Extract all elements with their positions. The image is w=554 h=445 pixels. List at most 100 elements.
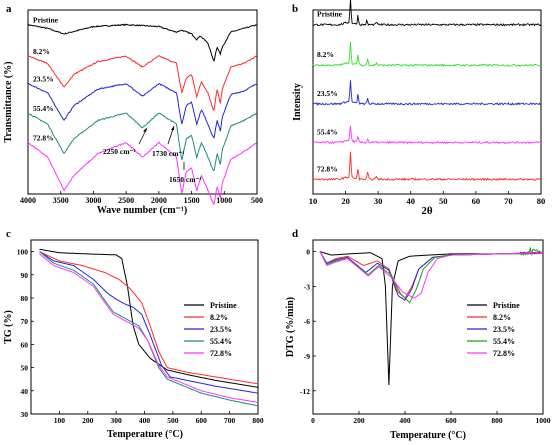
xtick-label-c-200: 200 (82, 416, 94, 425)
ftir-series-8-2pct (27, 54, 257, 111)
xtick-label-c-400: 400 (139, 416, 151, 425)
annotation-1730-arrowhead (171, 126, 174, 130)
xtick-label-a-4000: 4000 (20, 196, 36, 205)
legend-c: Pristine 8.2% 23.5% 55.4% 72.8% (184, 301, 237, 358)
ytick-label-c-40: 40 (21, 387, 29, 396)
panel-letter-c: c (6, 228, 11, 240)
xrd-label-8-2pct: 8.2% (317, 50, 334, 59)
ylabel-d: DTG (%/min) (285, 297, 296, 357)
ftir-label-23-5pct: 23.5% (33, 75, 54, 84)
legend-c-label-72-8pct: 72.8% (210, 349, 232, 358)
xtick-label-d-1000: 1000 (536, 416, 551, 425)
ytick-label-c-60: 60 (21, 340, 29, 349)
ylabel-c: TG (%) (3, 310, 14, 344)
ytick-label-c-30: 30 (21, 410, 29, 419)
legend-d-label-72-8pct: 72.8% (493, 349, 515, 358)
ftir-series-23-5pct (27, 82, 257, 139)
xrd-label-23-5pct: 23.5% (317, 89, 338, 98)
ftir-series-pristine (27, 23, 257, 62)
ytick-label-d--9: -9 (304, 352, 310, 361)
ytick-label-d--6: -6 (304, 317, 310, 326)
tg-series-pristine (39, 248, 259, 388)
legend-d-label-pristine: Pristine (493, 301, 520, 310)
ytick-label-c-80: 80 (21, 294, 29, 303)
legend-d-label-8-2pct: 8.2% (493, 313, 511, 322)
xtick-label-b-40: 40 (406, 196, 415, 206)
legend-c-label-pristine: Pristine (210, 301, 237, 310)
xtick-label-d-0: 0 (311, 416, 315, 425)
frame-a (27, 9, 258, 195)
ylabel-a: Transmittance (%) (3, 61, 14, 142)
series-labels-b: Pristine 8.2% 23.5% 55.4% 72.8% (317, 10, 343, 174)
xtick-label-d-800: 800 (491, 416, 503, 425)
xtick-label-d-600: 600 (445, 416, 457, 425)
xtick-label-a-2000: 2000 (151, 196, 167, 205)
panel-letter-a: a (6, 3, 12, 15)
annotation-2250: 2250 cm⁻¹ (103, 147, 136, 156)
xtick-label-b-10: 10 (309, 196, 318, 206)
legend-c-label-55-4pct: 55.4% (210, 337, 232, 346)
xtick-label-d-400: 400 (399, 416, 411, 425)
xrd-series-72-8pct (312, 151, 542, 182)
tg-series-72-8pct (39, 253, 259, 403)
xrd-label-pristine: Pristine (317, 10, 343, 19)
xrd-label-72-8pct: 72.8% (317, 164, 338, 173)
ylabel-b: Intensity (292, 83, 303, 121)
ftir-series-55-4pct (27, 112, 257, 172)
xrd-label-55-4pct: 55.4% (317, 128, 338, 137)
dtg-series-55-4pct (319, 247, 543, 304)
xrd-series-8-2pct (312, 41, 542, 68)
xtick-label-a-1000: 1000 (216, 196, 232, 205)
annotation-1730: 1730 cm⁻¹ (152, 149, 185, 158)
xlabel-a: Wave number (cm⁻¹) (97, 205, 187, 216)
frame-b (312, 9, 542, 195)
ftir-label-55-4pct: 55.4% (33, 104, 54, 113)
xtick-label-b-30: 30 (374, 196, 383, 206)
xtick-label-a-3500: 3500 (53, 196, 69, 205)
series-layer-b (312, 0, 542, 182)
annotation-1650: 1650 cm⁻¹ (169, 175, 202, 184)
xlabel-c: Temperature (°C) (107, 429, 183, 440)
tg-series-8-2pct (39, 251, 259, 385)
xtick-label-d-200: 200 (353, 416, 365, 425)
ytick-label-d--3: -3 (304, 282, 310, 291)
ytick-label-c-70: 70 (21, 317, 29, 326)
frame-d (312, 239, 544, 415)
xtick-label-a-500: 500 (251, 196, 263, 205)
xtick-label-c-600: 600 (196, 416, 208, 425)
ftir-series-72-8pct (27, 141, 257, 205)
xtick-label-c-500: 500 (167, 416, 179, 425)
legend-d-label-23-5pct: 23.5% (493, 325, 515, 334)
ftir-label-pristine: Pristine (33, 16, 59, 25)
xtick-label-c-800: 800 (252, 416, 264, 425)
series-layer-d (319, 247, 544, 386)
series-layer-c (39, 248, 259, 407)
xtick-label-b-70: 70 (504, 196, 513, 206)
ftir-label-8-2pct: 8.2% (33, 47, 50, 56)
xtick-label-b-20: 20 (341, 196, 350, 206)
annotation-2250-arrowhead (143, 128, 147, 132)
tg-series-23-5pct (39, 251, 259, 394)
xtick-label-a-1500: 1500 (184, 196, 200, 205)
xrd-series-pristine (312, 0, 542, 27)
xrd-series-55-4pct (312, 125, 542, 145)
panel-letter-b: b (292, 3, 298, 15)
xtick-label-b-60: 60 (472, 196, 481, 206)
xtick-label-c-300: 300 (111, 416, 123, 425)
series-labels-a: Pristine 8.2% 23.5% 55.4% 72.8% (33, 16, 59, 143)
xlabel-b: 2θ (421, 205, 433, 217)
ytick-label-c-50: 50 (21, 364, 29, 373)
ytick-label-c-100: 100 (17, 248, 29, 257)
legend-d: Pristine 8.2% 23.5% 55.4% 72.8% (467, 301, 520, 358)
dtg-series-23-5pct (319, 251, 544, 301)
legend-c-label-23-5pct: 23.5% (210, 325, 232, 334)
xtick-label-a-2500: 2500 (118, 196, 134, 205)
panel-letter-d: d (292, 228, 298, 240)
legend-d-label-55-4pct: 55.4% (493, 337, 515, 346)
ytick-label-d-0: 0 (306, 248, 310, 257)
ytick-label-c-90: 90 (21, 271, 29, 280)
xtick-label-a-3000: 3000 (85, 196, 101, 205)
xtick-label-b-50: 50 (439, 196, 448, 206)
ftir-label-72-8pct: 72.8% (33, 134, 54, 143)
